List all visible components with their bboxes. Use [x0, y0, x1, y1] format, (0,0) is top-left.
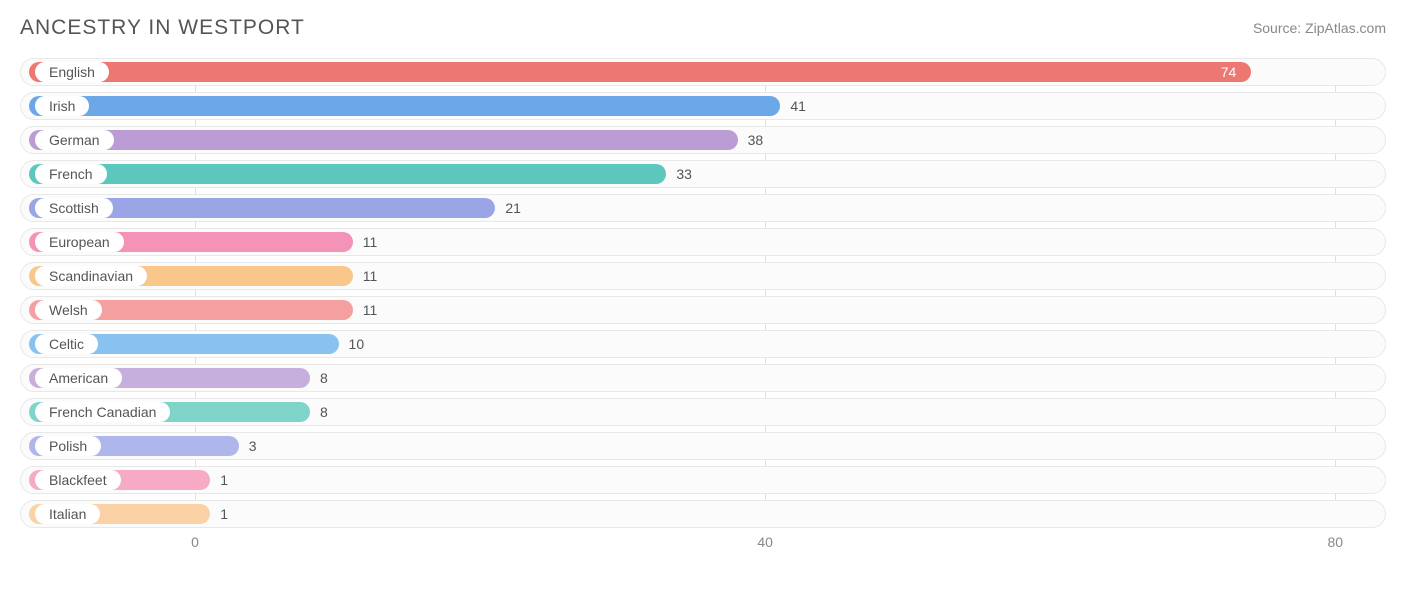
bar-label: American: [35, 368, 122, 388]
bar-value: 11: [363, 234, 378, 250]
x-axis: 0 40 80: [20, 534, 1386, 554]
bar-label: German: [35, 130, 114, 150]
bar-value: 11: [363, 302, 378, 318]
bar-row: 41 Irish: [20, 92, 1386, 120]
source-label: Source:: [1253, 20, 1305, 36]
bar-row: 74 English: [20, 58, 1386, 86]
bar-value: 3: [249, 438, 257, 454]
bar-value: 33: [676, 166, 692, 182]
bar-value: 38: [748, 132, 764, 148]
bar-value: 74: [1221, 64, 1237, 80]
x-tick: 40: [757, 534, 773, 550]
bar-value: 11: [363, 268, 378, 284]
bar-label: Welsh: [35, 300, 102, 320]
x-tick: 0: [191, 534, 199, 550]
bar-label: Scottish: [35, 198, 113, 218]
bar-row: 1 Blackfeet: [20, 466, 1386, 494]
chart-container: 74English41Irish38German33French21Scotti…: [0, 48, 1406, 584]
bar-label: European: [35, 232, 124, 252]
bar-fill: [29, 96, 780, 116]
header: ANCESTRY IN WESTPORT Source: ZipAtlas.co…: [0, 0, 1406, 48]
bar-row: 21 Scottish: [20, 194, 1386, 222]
bar-value: 8: [320, 404, 328, 420]
bar-value: 10: [349, 336, 365, 352]
bar-row: 11 European: [20, 228, 1386, 256]
bar-label: Blackfeet: [35, 470, 121, 490]
source-name: ZipAtlas.com: [1305, 20, 1386, 36]
bar-row: 3 Polish: [20, 432, 1386, 460]
bar-row: 1 Italian: [20, 500, 1386, 528]
bar-value: 41: [790, 98, 806, 114]
bar-label: Celtic: [35, 334, 98, 354]
bar-value: 1: [220, 506, 228, 522]
bar-label: French Canadian: [35, 402, 170, 422]
bar-row: 11 Welsh: [20, 296, 1386, 324]
bar-label: Italian: [35, 504, 100, 524]
x-tick: 80: [1327, 534, 1343, 550]
chart-title: ANCESTRY IN WESTPORT: [20, 16, 305, 40]
bar-label: Irish: [35, 96, 89, 116]
bar-row: 33 French: [20, 160, 1386, 188]
bar-row: 11 Scandinavian: [20, 262, 1386, 290]
bar-row: 10 Celtic: [20, 330, 1386, 358]
bar-value: 21: [505, 200, 521, 216]
bar-label: Polish: [35, 436, 101, 456]
chart-plot-area: 74English41Irish38German33French21Scotti…: [20, 58, 1386, 528]
bar-row: 38 German: [20, 126, 1386, 154]
bar-label: English: [35, 62, 109, 82]
bar-label: Scandinavian: [35, 266, 147, 286]
bar-row: 8 French Canadian: [20, 398, 1386, 426]
bar-value: 8: [320, 370, 328, 386]
bar-label: French: [35, 164, 107, 184]
bar-fill: [29, 130, 738, 150]
bar-fill: [29, 164, 666, 184]
bar-row: 8 American: [20, 364, 1386, 392]
bar-value: 1: [220, 472, 228, 488]
source-attribution: Source: ZipAtlas.com: [1253, 20, 1386, 36]
bar-fill: [29, 62, 1251, 82]
